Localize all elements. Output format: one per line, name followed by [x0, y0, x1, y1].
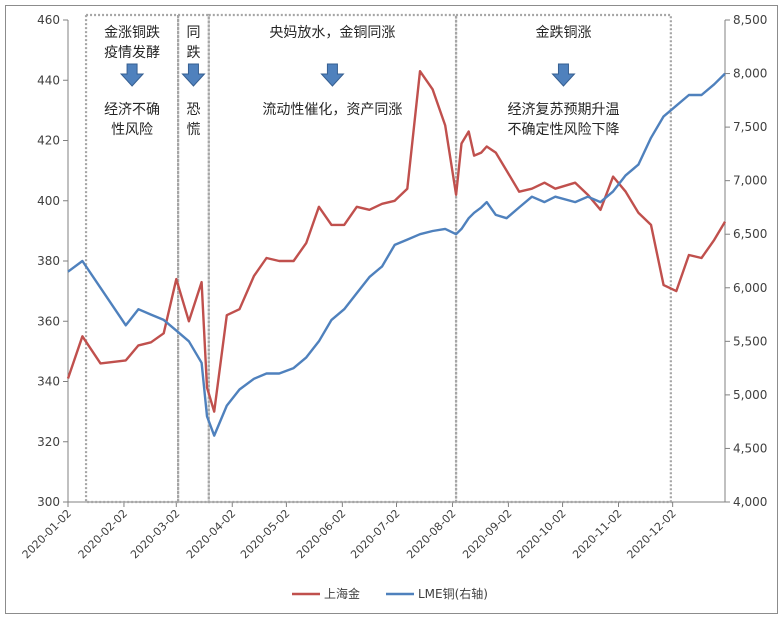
y-right-tick-label: 6,500	[733, 227, 767, 241]
y-left-tick-label: 320	[37, 435, 60, 449]
period-title: 疫情发酵	[104, 45, 160, 61]
y-left-tick-label: 380	[37, 254, 60, 268]
axes: 300 320 340 360 380 400 420 440 460 4,000 4,500 5,0…	[20, 13, 768, 561]
y-left-tick-label: 340	[37, 375, 60, 389]
chart-frame	[5, 5, 778, 614]
period-description: 恐	[186, 102, 200, 118]
x-tick-label: 2020-06-02	[294, 507, 348, 561]
series-line-shanghai-gold	[66, 69, 727, 413]
legend-label: 上海金	[324, 586, 360, 601]
period-description: 不确定性风险下降	[507, 122, 619, 138]
y-left-tick-label: 420	[37, 134, 60, 148]
period-description: 经济不确	[104, 102, 160, 118]
x-tick-label: 2020-08-02	[404, 507, 458, 561]
period-box	[177, 13, 210, 504]
period-description: 慌	[186, 122, 200, 138]
period-description: 经济复苏预期升温	[507, 101, 619, 118]
y-right-tick-label: 4,500	[733, 441, 767, 455]
y-left-tick-label: 440	[37, 73, 60, 87]
legend-label: LME铜(右轴)	[418, 586, 488, 601]
x-tick-label: 2020-10-02	[514, 507, 568, 561]
series-line-lme-copper	[67, 72, 726, 437]
x-tick-label: 2020-12-02	[624, 507, 678, 561]
period-box	[84, 13, 180, 504]
period-title: 金跌铜涨	[535, 25, 591, 41]
down-arrow-icon	[119, 63, 145, 87]
down-arrow-icon	[181, 63, 206, 87]
y-left-tick-label: 400	[37, 194, 60, 208]
period-title: 跌	[186, 45, 200, 61]
y-right-tick-label: 8,500	[733, 13, 767, 27]
period-description: 流动性催化，资产同涨	[262, 102, 402, 118]
period-box	[454, 13, 672, 504]
x-tick-label: 2020-02-02	[76, 507, 130, 561]
period-title: 央妈放水，金铜同涨	[269, 25, 395, 41]
y-left-tick-label: 300	[37, 495, 60, 509]
period-box	[207, 13, 458, 504]
y-right-tick-label: 7,500	[733, 120, 767, 134]
legend: 上海金 LME铜(右轴)	[292, 586, 488, 601]
x-tick-label: 2020-01-02	[20, 507, 74, 561]
period-description: 性风险	[111, 122, 153, 138]
y-right-tick-label: 5,000	[733, 388, 767, 402]
y-right-tick-label: 8,000	[733, 67, 767, 81]
down-arrow-icon	[320, 63, 345, 87]
x-tick-label: 2020-09-02	[460, 507, 514, 561]
y-right-tick-label: 5,500	[733, 334, 767, 348]
x-tick-label: 2020-03-02	[128, 507, 182, 561]
y-right-tick-label: 4,000	[733, 495, 767, 509]
x-tick-label: 2020-04-02	[184, 507, 238, 561]
y-right-tick-label: 7,000	[733, 174, 767, 188]
x-tick-label: 2020-05-02	[238, 507, 292, 561]
y-left-tick-label: 460	[37, 13, 60, 27]
y-left-tick-label: 360	[37, 314, 60, 328]
down-arrow-icon	[551, 63, 576, 87]
y-right-tick-label: 6,000	[733, 281, 767, 295]
x-tick-label: 2020-11-02	[570, 507, 624, 561]
series-lines	[66, 69, 727, 437]
x-tick-label: 2020-07-02	[348, 507, 402, 561]
period-title: 金涨铜跌	[104, 25, 160, 41]
period-title: 同	[186, 25, 200, 41]
